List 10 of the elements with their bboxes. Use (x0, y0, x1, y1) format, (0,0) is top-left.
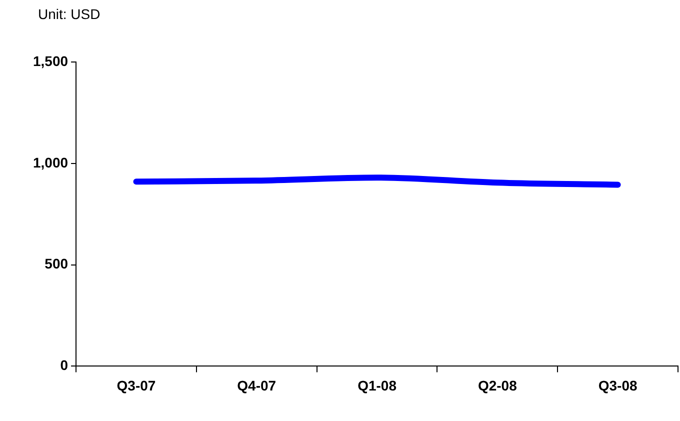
y-tick-label: 0 (60, 357, 68, 374)
x-tick-label: Q1-08 (358, 377, 397, 394)
y-tick-label: 1,000 (32, 154, 68, 170)
x-tick-label: Q3-08 (598, 377, 638, 394)
text: Unit: USD (38, 6, 100, 22)
y-tick-label: 500 (44, 256, 68, 272)
x-tick-label: Q3-07 (116, 377, 156, 394)
x-tick-label: Q2-08 (478, 377, 518, 394)
y-tick-label: 1,500 (32, 52, 68, 69)
x-tick-label: Q4-07 (237, 377, 276, 394)
